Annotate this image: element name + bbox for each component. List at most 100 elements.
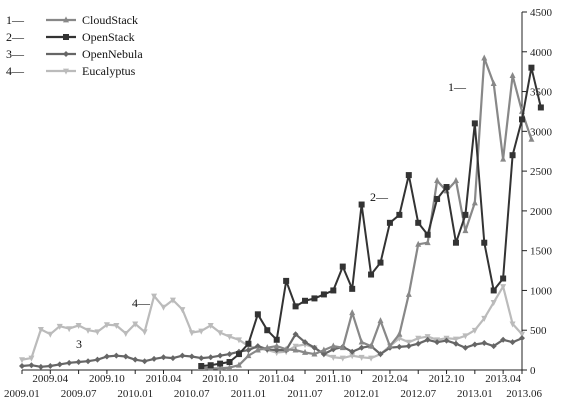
data-point [235, 351, 242, 358]
data-point [368, 355, 375, 362]
data-point [283, 345, 290, 352]
data-point [358, 354, 365, 361]
legend-name: CloudStack [82, 13, 138, 27]
data-point [217, 364, 224, 371]
data-point [141, 358, 148, 365]
data-point [198, 363, 205, 370]
data-point [434, 339, 441, 346]
x-tick-label: 2013.04 [485, 373, 521, 385]
y-tick-label: 2500 [530, 166, 553, 178]
data-point [235, 337, 242, 344]
series-eucalyptus [19, 284, 525, 364]
data-point [462, 227, 469, 234]
data-point [462, 344, 469, 351]
data-point [75, 359, 82, 366]
data-point [235, 361, 242, 368]
data-point [160, 354, 167, 361]
data-point [19, 363, 25, 370]
legend-item-eucalyptus: 4— Eucalyptus [6, 64, 136, 78]
data-point [320, 346, 327, 353]
annotation-label: 2— [370, 190, 389, 204]
data-point [415, 335, 422, 342]
data-point [481, 54, 488, 61]
data-point [377, 351, 384, 358]
data-point [481, 315, 488, 322]
data-point [132, 321, 139, 328]
data-point [188, 330, 195, 337]
data-point [500, 336, 507, 343]
data-point [349, 309, 356, 316]
data-point [320, 291, 327, 298]
data-point [434, 177, 441, 184]
data-point [28, 362, 35, 369]
data-point [56, 361, 63, 368]
data-point [471, 327, 478, 334]
data-point [349, 353, 356, 360]
data-point [509, 152, 516, 159]
data-point [207, 354, 214, 361]
data-point [537, 104, 544, 111]
x-tick-label: 2011.01 [231, 388, 266, 400]
legend-number: 2— [6, 30, 25, 44]
data-point [434, 195, 441, 202]
annotation-label: 4— [132, 296, 151, 310]
data-point [452, 336, 459, 343]
data-point [415, 219, 422, 226]
data-point [273, 347, 280, 354]
x-tick-label: 2012.01 [344, 388, 380, 400]
legend-swatch-marker [63, 34, 69, 40]
data-point [264, 327, 271, 334]
data-point [349, 348, 356, 355]
data-point [160, 304, 167, 311]
data-point [490, 80, 497, 86]
data-point [519, 116, 525, 123]
data-point [509, 321, 516, 328]
data-point [500, 284, 507, 291]
series-line [201, 66, 542, 367]
x-tick-label: 2010.04 [146, 373, 182, 385]
y-tick-label: 3000 [530, 126, 553, 138]
data-point [245, 352, 252, 359]
x-tick-label: 2012.10 [429, 373, 465, 385]
data-point [330, 354, 337, 361]
data-point [320, 351, 327, 358]
y-tick-label: 1500 [530, 246, 553, 258]
legend-name: OpenNebula [82, 47, 143, 61]
data-point [377, 317, 384, 324]
data-point [122, 331, 129, 338]
annotation-label: 1— [448, 80, 467, 94]
data-point [37, 327, 44, 334]
legend-label: 1— CloudStack [6, 13, 138, 27]
data-point [302, 339, 309, 346]
data-point [471, 120, 478, 127]
data-point [207, 362, 214, 369]
data-point [254, 346, 261, 353]
data-point [462, 333, 469, 340]
data-point [75, 323, 82, 330]
data-point [94, 356, 101, 363]
data-point [292, 331, 299, 338]
legend-swatch-marker [63, 51, 69, 57]
series-openstack [198, 64, 544, 370]
data-point [198, 328, 205, 335]
data-point [500, 155, 507, 162]
data-point [179, 352, 186, 359]
data-point [330, 287, 337, 294]
legend: 1— CloudStack 2— OpenStack 3— OpenNebula 4— Euc… [6, 13, 143, 78]
data-point [396, 343, 403, 350]
x-tick-label: 2011.04 [259, 373, 295, 385]
data-point [452, 340, 459, 347]
data-point [273, 342, 280, 349]
data-point [471, 341, 478, 348]
data-point [169, 297, 176, 304]
data-point [226, 351, 233, 358]
data-point [198, 355, 205, 362]
y-tick-label: 0 [530, 365, 536, 377]
annotation-layer: 1— 2— 3 4— [76, 80, 467, 351]
data-point [245, 347, 252, 354]
chart-axes: 0 500 1000 1500 2000 2500 3000 3500 4000 4500 2009… [4, 7, 553, 400]
x-tick-label: 2009.07 [61, 388, 97, 400]
data-point [452, 177, 459, 184]
data-point [292, 346, 299, 353]
data-point [462, 211, 469, 218]
